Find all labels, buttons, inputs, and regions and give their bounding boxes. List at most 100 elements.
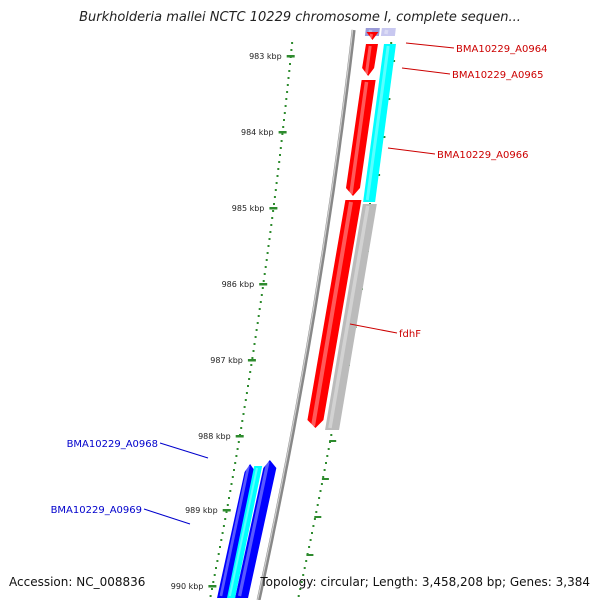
tick-label: 986 kbp — [222, 280, 255, 289]
tick-dot — [251, 357, 254, 359]
tick-dot — [271, 217, 274, 219]
backbone-line — [256, 29, 356, 600]
feature-A0966-shine — [365, 45, 390, 201]
tick-dot — [273, 203, 275, 205]
tick-dot — [316, 504, 319, 506]
leader-line — [159, 442, 209, 459]
tick-dot — [319, 490, 322, 492]
tick-dot — [253, 343, 256, 345]
tick-dot — [249, 371, 252, 373]
tick-dot — [323, 469, 326, 471]
tick-dot — [212, 581, 215, 583]
cds-A0965-shine — [364, 45, 372, 75]
tick-dot — [245, 392, 248, 394]
feature-A0966 — [363, 44, 396, 202]
tick-label: 985 kbp — [232, 204, 265, 213]
tick-dot — [225, 511, 228, 513]
tick-dot — [247, 385, 249, 387]
gene-label-BMA10229_A0968: BMA10229_A0968 — [67, 439, 158, 450]
leader-line — [143, 508, 191, 525]
tick-dot — [279, 147, 282, 149]
feature-fdhF — [325, 204, 377, 430]
tick-dot — [220, 539, 223, 541]
tick-dot — [260, 294, 263, 296]
tick-dot — [330, 434, 333, 436]
tick-dot — [290, 49, 293, 51]
tick-dot — [312, 525, 315, 527]
tick-dot — [211, 588, 213, 590]
tick-dot — [258, 308, 261, 310]
tick-dot — [254, 336, 257, 338]
cds-A0964 — [366, 32, 380, 40]
gene-label-BMA10229_A0964: BMA10229_A0964 — [456, 44, 547, 55]
tick-dot — [250, 364, 253, 366]
tick-dot — [264, 266, 267, 268]
tick-label: 989 kbp — [185, 506, 218, 515]
accession-text: Accession: NC_008836 — [9, 575, 146, 589]
cds-fdhF-shine — [311, 201, 353, 427]
leader-line — [349, 323, 398, 334]
tick-dot — [277, 168, 280, 170]
faded-feature-shine — [384, 29, 389, 35]
tick-dot — [265, 259, 268, 261]
cds-A0965 — [362, 44, 378, 76]
tick-dot — [311, 532, 313, 534]
tick-dot — [269, 231, 272, 233]
tick-dot — [286, 84, 289, 86]
tick-dot — [300, 581, 303, 583]
tick-dot — [289, 63, 291, 65]
gene-label-BMA10229_A0965: BMA10229_A0965 — [452, 70, 543, 81]
leader-line — [405, 42, 455, 49]
major-tick — [259, 283, 268, 286]
tick-dot — [286, 91, 289, 93]
tick-dot — [248, 378, 251, 380]
tick-dot — [284, 105, 287, 107]
tick-dot — [244, 399, 247, 401]
tick-dot — [270, 224, 273, 226]
tick-dot — [259, 301, 262, 303]
major-tick — [222, 509, 231, 512]
tick-dot — [287, 77, 290, 79]
tick-dot — [221, 532, 224, 534]
tick-label: 990 kbp — [171, 582, 204, 591]
tick-dot — [256, 322, 259, 324]
tick-dot — [299, 588, 302, 590]
tick-dot — [390, 42, 393, 44]
feature-A0968-shine — [228, 467, 258, 597]
cds-A0964-shine — [369, 33, 374, 39]
tick-layer: 983 kbp 984 kbp 985 kbp 986 kbp 987 kbp 988 k… — [171, 42, 396, 597]
tick-dot — [322, 476, 325, 478]
tick-dot — [267, 245, 270, 247]
major-tick — [208, 585, 217, 588]
backbone-highlight — [257, 29, 354, 600]
outer-tick — [321, 478, 329, 480]
tick-dot — [272, 210, 275, 212]
cds-A0968 — [235, 460, 277, 598]
tick-dot — [297, 595, 300, 597]
gene-label-BMA10229_A0966: BMA10229_A0966 — [437, 150, 528, 161]
map-title: Burkholderia mallei NCTC 10229 chromosom… — [79, 10, 521, 25]
tick-dot — [308, 546, 311, 548]
gene-label-fdhF: fdhF — [399, 329, 421, 340]
tick-dot — [283, 119, 285, 121]
tick-dot — [273, 196, 276, 198]
tick-dot — [283, 112, 286, 114]
tick-dot — [275, 182, 278, 184]
faded-feature — [380, 28, 396, 36]
tick-dot — [291, 42, 294, 44]
tick-dot — [325, 462, 327, 464]
tick-dot — [276, 175, 279, 177]
tick-dot — [230, 483, 233, 485]
major-tick — [278, 131, 287, 134]
tick-dot — [315, 511, 318, 513]
cds-A0966 — [345, 80, 376, 196]
tick-dot — [261, 287, 264, 289]
tick-dot — [303, 567, 306, 569]
gene-label-BMA10229_A0969: BMA10229_A0969 — [51, 505, 142, 516]
tick-dot — [278, 161, 281, 163]
tick-dot — [262, 280, 265, 282]
tick-dot — [285, 98, 288, 100]
tick-dot — [305, 560, 308, 562]
tick-dot — [266, 252, 269, 254]
